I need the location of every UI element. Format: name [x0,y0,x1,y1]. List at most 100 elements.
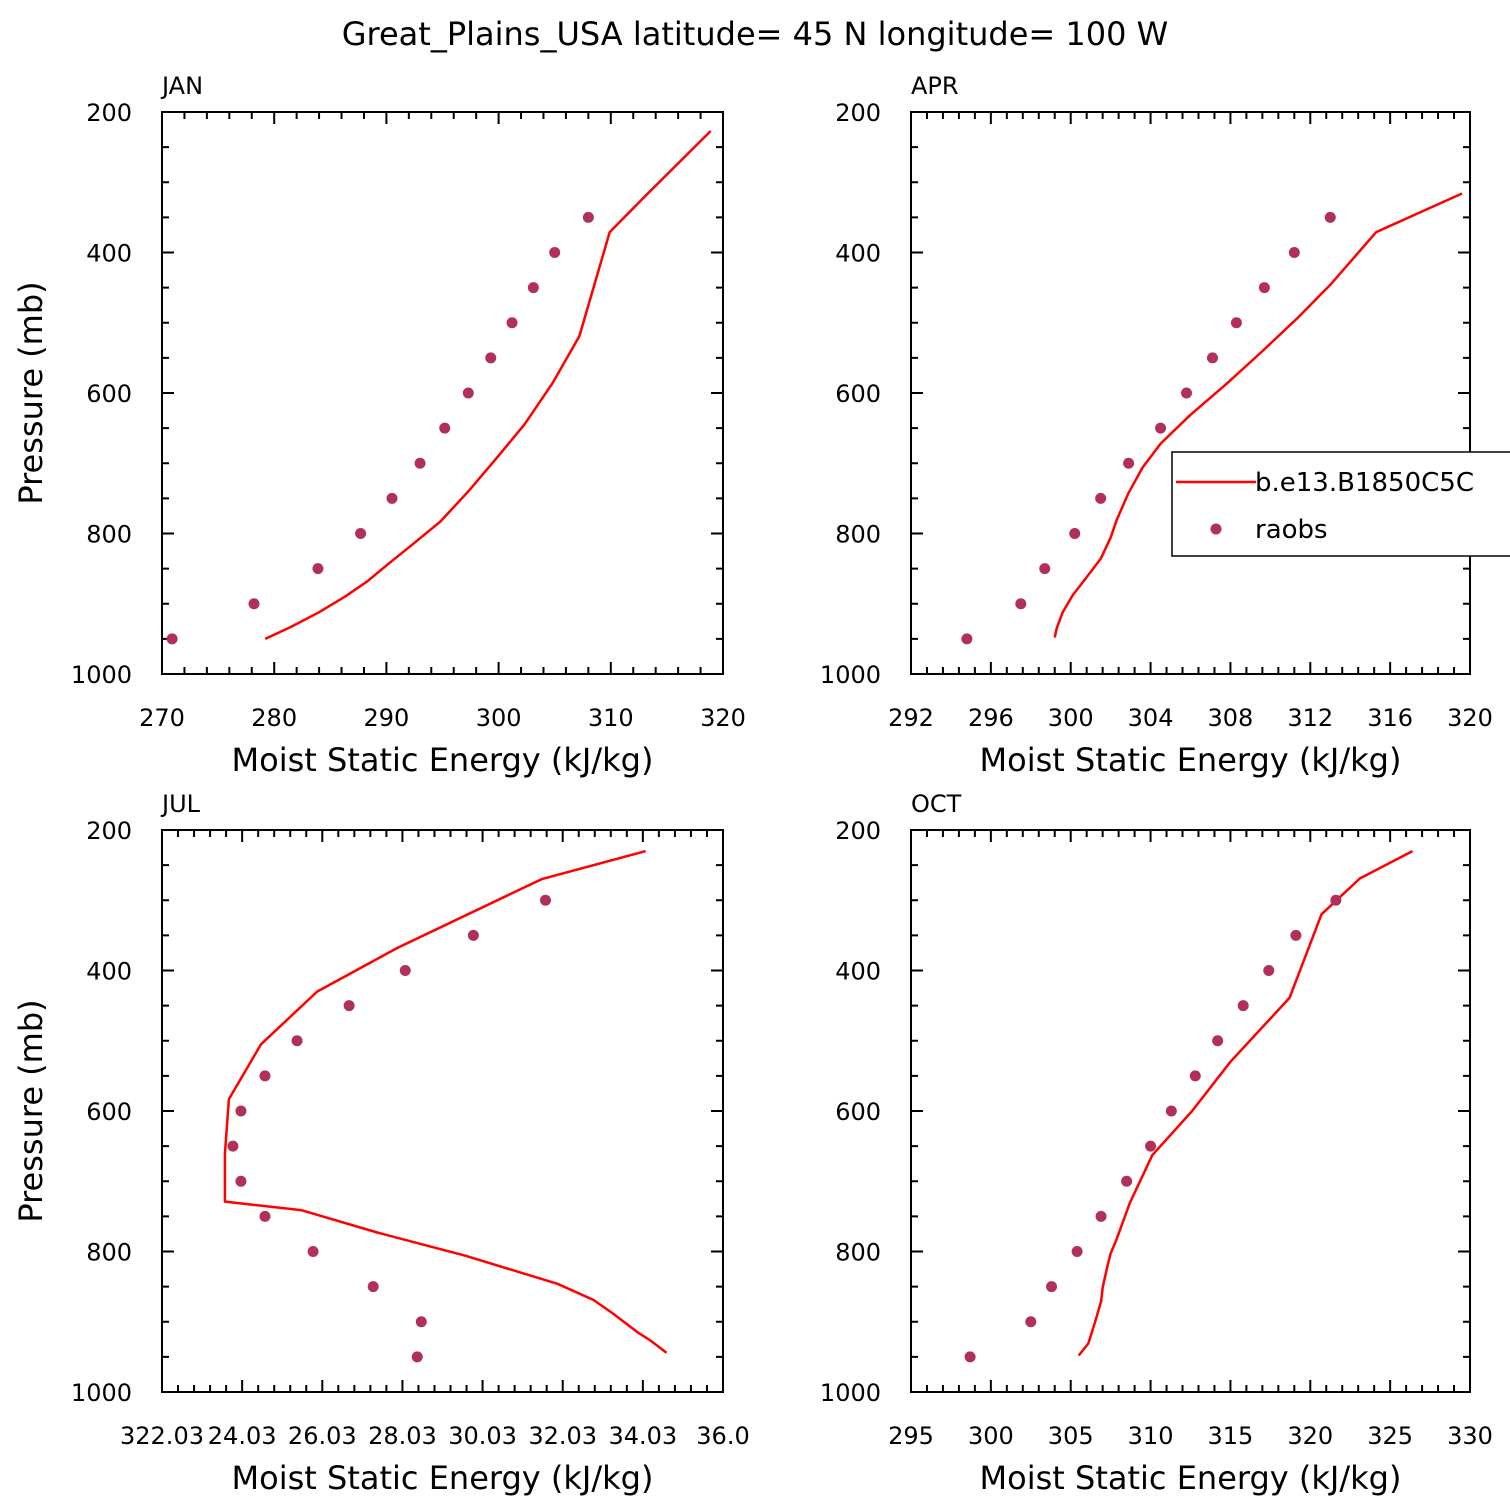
legend-obs-label: raobs [1255,515,1328,545]
raobs-point [1025,1316,1037,1328]
raobs-point [1181,387,1193,399]
x-tick-label: 308 [1208,704,1254,732]
y-tick-label: 1000 [71,661,132,689]
x-axis-label: Moist Static Energy (kJ/kg) [980,741,1402,779]
raobs-point [549,247,561,258]
y-axis-label: Pressure (mb) [12,281,50,504]
raobs-point [506,317,518,329]
y-axis-label: Pressure (mb) [12,999,50,1222]
raobs-point [1263,965,1275,976]
x-axis-label: Moist Static Energy (kJ/kg) [232,1459,654,1497]
data-area [166,130,712,645]
raobs-point [312,563,324,575]
x-tick-label: 34.03 [608,1422,677,1450]
x-tick-label: 330 [1447,1422,1493,1450]
y-tick-label: 600 [86,380,132,408]
y-tick-label: 200 [86,99,132,127]
raobs-point [485,352,497,364]
legend-model-label: b.e13.B1850C5C [1255,468,1474,498]
raobs-point [1095,1210,1107,1222]
raobs-point [1324,211,1336,223]
raobs-point [399,965,411,976]
x-tick-label: 28.03 [368,1422,437,1450]
model-line [264,130,712,641]
legend-box [1171,451,1510,557]
raobs-point [259,1070,271,1082]
raobs-point [166,633,178,645]
x-tick-label: 292 [888,704,934,732]
raobs-point [964,1351,976,1363]
legend: b.e13.B1850C5C raobs [1171,451,1510,557]
panel-jan: JAN 270 280 290 300 310 320 200 400 600 800 1000 Moi… [12,72,746,779]
x-tick-label: 310 [1128,1422,1174,1450]
raobs-point [1155,422,1167,434]
panel-title: JAN [160,72,203,100]
raobs-point [1330,894,1342,906]
raobs-point [1237,1000,1249,1012]
panel-apr: APR 292 296 300 304 308 312 316 320 200 400 600 800 1… [820,72,1493,779]
raobs-point [227,1140,239,1152]
raobs-point [1230,317,1242,329]
model-line [1053,192,1463,638]
x-tick-label: 24.03 [208,1422,277,1450]
raobs-point [248,598,260,610]
x-tick-label: 295 [888,1422,934,1450]
model-line [223,849,668,1354]
y-tick-label: 200 [835,817,881,845]
x-tick-label: 310 [588,704,634,732]
raobs-point [1069,528,1081,539]
y-tick-label: 400 [86,958,132,986]
raobs-point [1071,1246,1083,1257]
x-tick-label: 296 [968,704,1014,732]
x-axis-label: Moist Static Energy (kJ/kg) [232,741,654,779]
y-tick-label: 800 [86,1239,132,1267]
figure-title: Great_Plains_USA latitude= 45 N longitud… [342,15,1169,53]
x-tick-label: 325 [1367,1422,1413,1450]
raobs-point [539,894,551,906]
x-tick-label: 300 [968,1422,1014,1450]
raobs-point [1123,457,1135,469]
x-tick-label: 316 [1367,704,1413,732]
x-tick-label: 320 [700,704,746,732]
x-tick-label: 315 [1208,1422,1254,1450]
data-area [964,849,1414,1363]
x-tick-label: 300 [476,704,522,732]
y-tick-label: 400 [86,240,132,268]
x-tick-label: 300 [1048,704,1094,732]
x-tick-label: 280 [251,704,297,732]
plot-frame [161,111,724,675]
raobs-point [1290,929,1302,941]
x-tick-label: 304 [1128,704,1174,732]
x-tick-label: 312 [1287,704,1333,732]
raobs-point [1206,352,1218,364]
raobs-point [367,1281,379,1293]
data-area [223,849,668,1363]
model-line [1077,849,1414,1357]
raobs-point [235,1105,247,1117]
data-area [961,192,1463,645]
raobs-point [1212,1035,1224,1047]
raobs-point [1015,598,1027,610]
raobs-point [343,1000,355,1012]
y-tick-label: 200 [86,817,132,845]
raobs-point [1189,1070,1201,1082]
x-tick-label: 26.03 [288,1422,357,1450]
raobs-point [1145,1140,1157,1152]
y-tick-label: 200 [835,99,881,127]
y-tick-label: 600 [835,380,881,408]
x-tick-label: 320 [1447,704,1493,732]
x-axis-label: Moist Static Energy (kJ/kg) [980,1459,1402,1497]
y-tick-label: 400 [835,240,881,268]
x-tick-label: 36.0 [696,1422,749,1450]
raobs-point [386,492,398,504]
panel-jul: JUL 322.03 24.03 26.03 28.03 30.03 32.03 34.03 3… [12,790,750,1497]
x-tick-label: 322.03 [120,1422,204,1450]
raobs-point [527,282,539,294]
x-tick-label: 270 [139,704,185,732]
panel-title: APR [911,72,959,100]
x-tick-label: 320 [1287,1422,1333,1450]
y-tick-label: 800 [835,1239,881,1267]
y-tick-label: 800 [86,521,132,549]
panel-oct: OCT 295 300 305 310 315 320 325 330 200 400 600 800 1… [820,790,1493,1497]
y-tick-label: 800 [835,521,881,549]
